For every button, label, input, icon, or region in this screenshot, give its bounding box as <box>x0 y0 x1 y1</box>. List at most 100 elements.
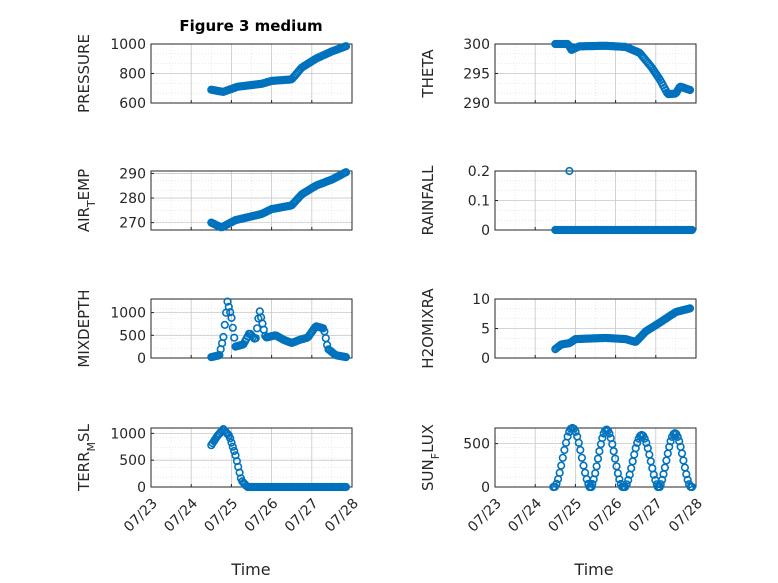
x-tick-label: 07/24 <box>161 496 201 536</box>
subplot-1: 600 800 1000 PRESSURE <box>75 34 353 113</box>
data-point <box>574 438 583 447</box>
data-point <box>577 453 587 462</box>
y-tick-label: 5 <box>481 322 490 338</box>
y-axis-label: SUNFLUX <box>419 424 442 491</box>
y-tick-label: 800 <box>119 67 146 83</box>
data-point <box>685 304 695 313</box>
y-axis-label: MIXDEPTH <box>75 289 93 367</box>
y-axis-label: THETA <box>419 49 437 99</box>
data-point <box>649 470 658 479</box>
axes-box <box>150 298 353 359</box>
data-point <box>687 225 697 235</box>
data-point <box>555 468 564 477</box>
data-point <box>341 42 351 51</box>
data-point <box>227 313 236 323</box>
data-point <box>624 476 633 485</box>
data-point <box>558 453 567 462</box>
subplot-7: 0 500 1000 07/23 07/24 07/25 07/26 07/27 07/28 TE… <box>75 423 362 535</box>
y-tick-label: 290 <box>463 96 490 112</box>
data-point <box>598 434 607 443</box>
data-point <box>662 456 671 465</box>
y-tick-label: 0 <box>481 480 490 496</box>
x-tick-label: 07/23 <box>121 496 161 536</box>
data-point <box>588 479 597 489</box>
y-tick-label: 600 <box>119 96 146 112</box>
data-point <box>251 334 260 343</box>
subplot-6: 0 5 10 H2OMIXRA <box>419 288 697 369</box>
data-point <box>609 447 618 456</box>
data-point <box>228 442 237 451</box>
data-point <box>592 462 601 471</box>
y-tick-label: 0 <box>481 223 490 239</box>
data-point <box>666 437 675 446</box>
data-point <box>687 482 697 492</box>
data-point <box>612 462 621 471</box>
data-point <box>227 438 236 447</box>
data-point <box>627 464 636 473</box>
data-point <box>565 166 574 176</box>
y-axis-label: PRESSURE <box>75 34 93 113</box>
data-point <box>593 454 603 463</box>
axes-box <box>150 170 353 231</box>
figure-title: Figure 3 medium <box>179 17 322 35</box>
data-point <box>663 449 672 458</box>
y-axis-label: H2OMIXRA <box>419 288 437 369</box>
y-tick-label: 0 <box>481 351 490 367</box>
data-point <box>679 456 688 465</box>
data-point <box>683 475 692 485</box>
y-tick-label: 295 <box>463 67 490 83</box>
y-tick-label: 300 <box>463 37 490 53</box>
data-point <box>341 353 351 362</box>
x-tick-label: 07/28 <box>322 496 362 536</box>
x-axis-label-left: Time <box>230 560 270 579</box>
data-point <box>646 457 655 466</box>
data-point <box>220 320 229 330</box>
x-tick-label: 07/26 <box>242 496 282 536</box>
data-point <box>630 450 639 459</box>
x-tick-label: 07/24 <box>505 496 545 536</box>
y-tick-label: 270 <box>119 216 146 232</box>
subplot-4: 0 0.1 0.2 RAINFALL <box>419 164 697 239</box>
y-tick-label: 0.2 <box>468 164 490 180</box>
data-point <box>552 479 561 488</box>
y-tick-label: 500 <box>463 437 490 453</box>
x-tick-label: 07/25 <box>545 496 585 536</box>
y-tick-label: 10 <box>472 292 490 308</box>
data-point <box>571 427 580 436</box>
data-point <box>560 445 569 455</box>
data-point <box>660 463 670 472</box>
y-tick-label: 1000 <box>110 37 146 53</box>
y-tick-label: 0 <box>137 351 146 367</box>
data-point <box>622 480 631 489</box>
data-point <box>226 434 235 443</box>
data-point <box>642 438 651 447</box>
y-tick-label: 0.1 <box>468 194 490 210</box>
data-point <box>224 302 233 312</box>
data-point <box>230 333 239 342</box>
data-point <box>341 482 351 492</box>
data-point <box>557 461 566 470</box>
y-tick-label: 500 <box>119 453 146 469</box>
y-tick-label: 500 <box>119 328 146 344</box>
y-axis-label: AIRTEMP <box>75 169 98 232</box>
data-point <box>610 454 620 463</box>
y-axis-label: TERRMSL <box>75 423 98 492</box>
y-tick-label: 1000 <box>110 306 146 322</box>
subplot-5: 0 500 1000 MIXDEPTH <box>75 289 353 368</box>
data-point <box>576 445 585 455</box>
subplot-3: 270 280 290 AIRTEMP <box>75 166 353 232</box>
y-axis-label: RAINFALL <box>419 165 437 236</box>
x-tick-label: 07/27 <box>282 496 322 536</box>
data-point <box>341 168 351 177</box>
data-point <box>579 461 588 470</box>
data-point <box>615 475 624 484</box>
x-tick-label: 07/27 <box>626 496 666 536</box>
data-point <box>631 444 640 453</box>
data-point <box>640 434 649 443</box>
subplot-2: 290 295 300 THETA <box>419 37 697 112</box>
data-point <box>685 85 695 95</box>
data-point <box>656 480 665 489</box>
subplot-8: 0 500 07/23 07/24 07/25 07/26 07/27 07/28 SUNFLU… <box>419 423 706 536</box>
